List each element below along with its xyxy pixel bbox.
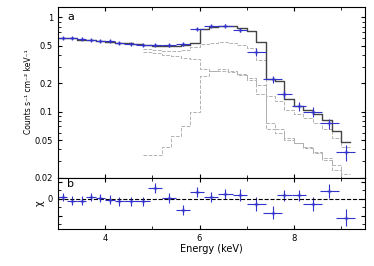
Text: b: b [67, 179, 74, 189]
X-axis label: Energy (keV): Energy (keV) [180, 244, 243, 254]
Text: a: a [67, 12, 74, 22]
Y-axis label: χ: χ [35, 200, 45, 206]
Y-axis label: Counts s⁻¹ cm⁻² keV⁻¹: Counts s⁻¹ cm⁻² keV⁻¹ [24, 50, 33, 134]
